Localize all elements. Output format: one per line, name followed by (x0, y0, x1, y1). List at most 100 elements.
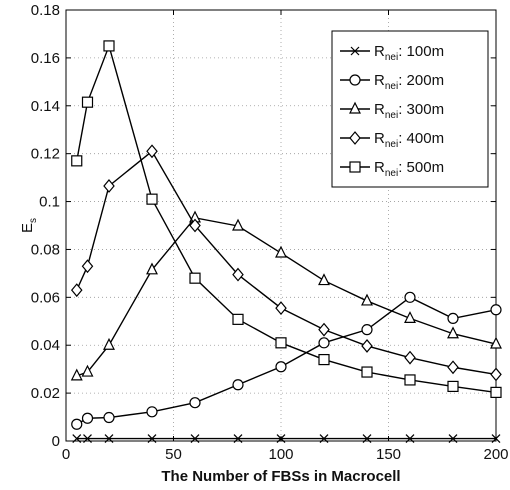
data-point (275, 337, 287, 349)
legend-label-sub: nei (385, 52, 398, 63)
data-point (318, 337, 330, 349)
legend-label-main: R (374, 72, 385, 89)
data-point (404, 350, 416, 365)
data-point (318, 322, 330, 337)
data-point (71, 418, 83, 430)
y-tick-label: 0.16 (31, 50, 60, 67)
data-point (490, 367, 502, 382)
legend-marker (349, 101, 361, 114)
data-point (189, 272, 201, 284)
data-point (490, 304, 502, 316)
legend-item: Rnei: 400m (340, 130, 444, 150)
data-point (189, 218, 201, 233)
data-point (83, 434, 92, 444)
data-point (491, 434, 501, 444)
series-1 (72, 434, 501, 444)
data-point (319, 434, 329, 444)
x-tick-label: 0 (62, 446, 70, 463)
legend-label-value: : 300m (398, 101, 444, 118)
data-point (447, 326, 459, 339)
data-point (318, 353, 330, 366)
data-point (361, 366, 373, 378)
legend-label-main: R (374, 159, 385, 176)
data-point (404, 311, 416, 324)
data-point (447, 380, 459, 393)
data-point (81, 412, 94, 424)
legend-label: Rnei: 500m (374, 159, 444, 179)
y-axis-label-main: E (19, 223, 36, 233)
data-point (361, 293, 373, 306)
series-group (70, 40, 502, 444)
series-line (76, 150, 497, 376)
data-point (146, 262, 158, 275)
legend-label-sub: nei (385, 139, 398, 150)
legend-marker (349, 161, 361, 173)
x-axis-label: The Number of FBSs in Macrocell (161, 468, 400, 485)
legend-label-value: : 500m (398, 159, 444, 176)
data-point (104, 434, 114, 444)
series-line (76, 217, 497, 377)
data-point (70, 368, 83, 381)
legend-marker (349, 131, 361, 145)
legend-label-value: : 200m (398, 72, 444, 89)
data-point (146, 144, 158, 159)
axis-ticks: 0 50 100 150 200 0 0.02 0.04 0.06 0.08 0.1 0.12 0.14… (31, 2, 509, 463)
data-point (81, 96, 94, 108)
series-4 (70, 144, 502, 382)
data-point (275, 301, 287, 316)
data-point (276, 434, 286, 444)
legend-marker (349, 74, 361, 86)
x-tick-label: 150 (376, 446, 401, 463)
data-point (361, 339, 373, 353)
series-3 (70, 210, 502, 381)
y-tick-label: 0.18 (31, 2, 60, 19)
y-tick-label: 0.04 (31, 337, 60, 354)
legend-label-main: R (374, 130, 385, 147)
data-point (103, 40, 115, 52)
data-point (232, 313, 244, 325)
legend-label: Rnei: 100m (374, 43, 444, 63)
legend-label-value: : 100m (398, 43, 444, 60)
y-tick-label: 0 (52, 433, 60, 450)
legend-item: Rnei: 300m (340, 101, 444, 121)
data-point (275, 361, 287, 373)
series-5 (71, 40, 502, 398)
data-point (361, 324, 373, 336)
y-tick-label: 0.06 (31, 289, 60, 306)
y-tick-label: 0.1 (39, 194, 60, 211)
data-point (232, 218, 244, 231)
series-2 (71, 291, 502, 430)
data-point (275, 245, 287, 258)
data-point (189, 397, 201, 409)
legend-item: Rnei: 100m (340, 43, 444, 63)
data-point (103, 411, 115, 424)
legend-label-sub: nei (385, 110, 398, 121)
data-point (72, 434, 82, 444)
data-point (232, 379, 244, 391)
x-tick-label: 50 (165, 446, 182, 463)
data-point (404, 291, 416, 303)
y-tick-label: 0.02 (31, 385, 60, 402)
legend-item: Rnei: 500m (340, 159, 444, 179)
data-point (190, 434, 200, 444)
y-axis-label-subscript: s (28, 218, 39, 223)
data-point (447, 312, 459, 325)
data-point (81, 259, 94, 274)
x-tick-label: 200 (483, 446, 508, 463)
legend-marker (350, 46, 360, 56)
data-point (490, 386, 502, 398)
y-tick-label: 0.12 (31, 146, 60, 163)
legend-label: Rnei: 300m (374, 101, 444, 121)
legend-item: Rnei: 200m (340, 72, 444, 92)
y-axis-label: Es (19, 218, 39, 233)
legend-label: Rnei: 200m (374, 72, 444, 92)
y-tick-label: 0.08 (31, 241, 60, 258)
legend-label: Rnei: 400m (374, 130, 444, 150)
data-point (70, 283, 83, 298)
data-point (404, 374, 416, 386)
data-point (448, 434, 458, 444)
data-point (233, 434, 243, 444)
data-point (362, 434, 372, 444)
